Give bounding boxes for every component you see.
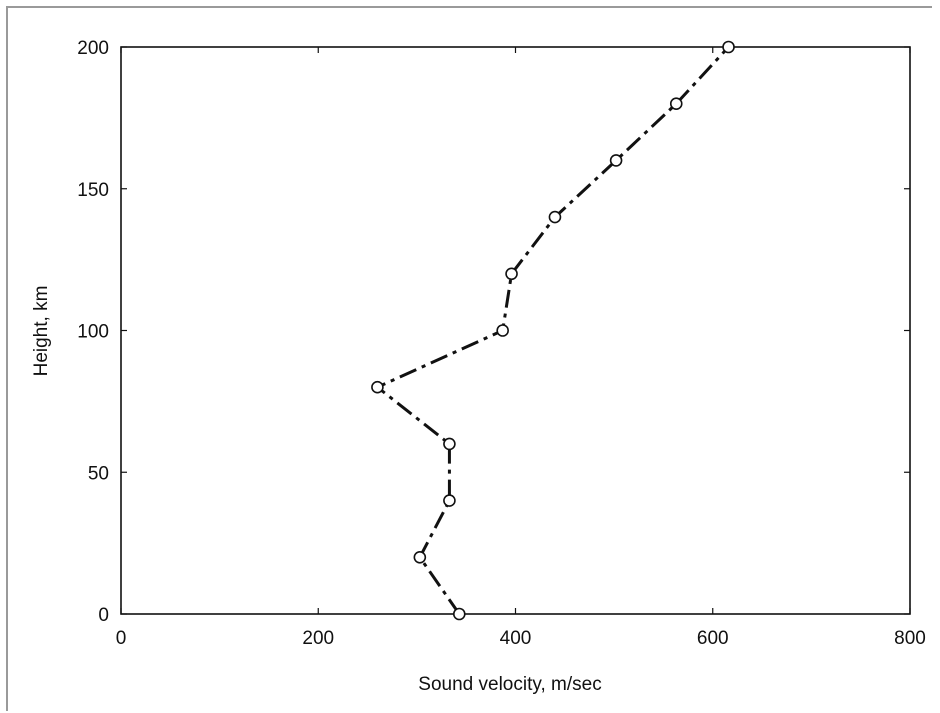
- y-axis-ticks: 0 50 100 150 200: [77, 38, 910, 626]
- y-tick-label: 200: [77, 38, 109, 59]
- plot-border: [120, 46, 911, 615]
- data-point: [443, 494, 456, 507]
- data-point: [609, 154, 623, 167]
- x-tick-label: 800: [894, 628, 926, 649]
- x-tick-label: 0: [116, 628, 127, 649]
- figure-frame: [6, 6, 932, 711]
- y-tick-label: 150: [77, 180, 109, 201]
- data-point: [413, 550, 427, 564]
- data-point: [669, 97, 683, 110]
- series-group: [371, 40, 735, 621]
- data-point: [722, 40, 735, 54]
- data-point: [505, 267, 518, 281]
- data-point: [496, 324, 509, 337]
- data-point: [548, 210, 562, 224]
- data-point: [443, 437, 456, 451]
- y-axis-title: Height, km: [31, 286, 52, 377]
- x-tick-label: 600: [697, 628, 729, 649]
- plot-area: [120, 46, 911, 615]
- data-point: [452, 607, 466, 621]
- data-point: [371, 380, 384, 394]
- x-tick-label: 400: [500, 628, 532, 649]
- y-tick-label: 50: [88, 463, 109, 484]
- y-tick-label: 0: [98, 605, 109, 626]
- series-line: [375, 45, 730, 615]
- x-axis-title: Sound velocity, m/sec: [418, 674, 601, 695]
- x-tick-label: 200: [302, 628, 334, 649]
- y-tick-label: 100: [77, 322, 109, 343]
- x-axis-ticks: 0 200 400 600 800: [116, 47, 926, 649]
